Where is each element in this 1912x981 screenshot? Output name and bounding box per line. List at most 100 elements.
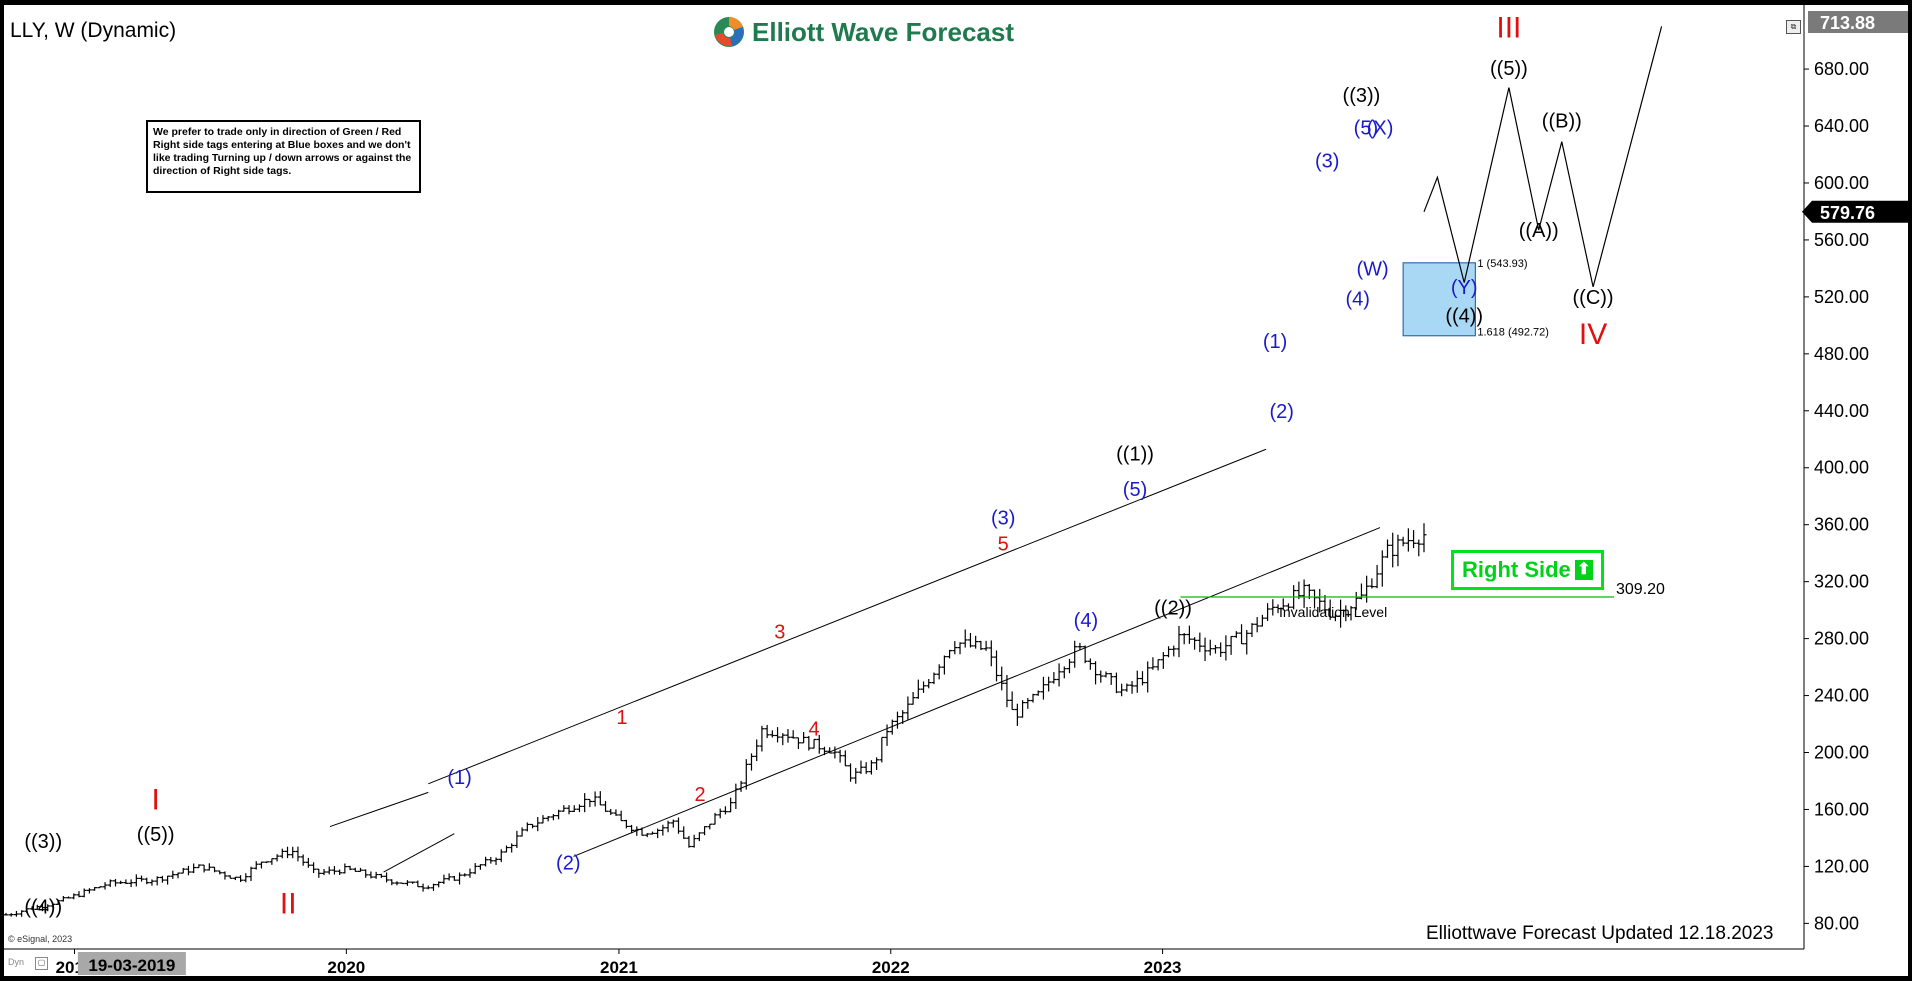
ohlc-bar <box>1197 632 1203 653</box>
y-tick-label: 360.00 <box>1814 515 1869 535</box>
ohlc-bar <box>300 854 306 866</box>
wave-label: ((5)) <box>1490 58 1528 80</box>
ohlc-bar <box>670 819 676 828</box>
ohlc-bar <box>472 863 478 875</box>
ohlc-bar <box>488 856 494 864</box>
ohlc-bar <box>493 857 499 865</box>
ohlc-bar <box>1353 591 1359 611</box>
ohlc-bar <box>524 822 530 832</box>
ohlc-bar <box>441 874 447 885</box>
ohlc-bar <box>76 891 82 898</box>
current-price-marker <box>1802 200 1908 223</box>
ohlc-bar <box>999 666 1005 691</box>
ohlc-bar <box>717 808 723 819</box>
ohlc-bar <box>274 854 280 862</box>
ohlc-bar <box>1093 661 1099 685</box>
ohlc-bar <box>1061 666 1067 679</box>
ohlc-bar <box>795 737 801 750</box>
ohlc-bar <box>1072 640 1078 668</box>
chart-frame: 1 (543.93) 1.618 (492.72) 309.20 Invalidati… <box>4 5 1908 976</box>
ohlc-bar <box>1285 603 1291 611</box>
ohlc-bar <box>1416 539 1422 557</box>
ohlc-bar <box>1301 579 1307 608</box>
x-tick-label: 2020 <box>327 958 365 976</box>
ohlc-bar <box>1113 672 1119 694</box>
top-price-label: 713.88 <box>1820 13 1875 33</box>
ohlc-bar <box>1155 659 1161 671</box>
ohlc-bar <box>894 711 900 729</box>
ohlc-bar <box>853 767 859 784</box>
ohlc-bar <box>13 910 19 917</box>
ohlc-bar <box>175 872 181 879</box>
ohlc-bar <box>676 817 682 834</box>
ohlc-bar <box>430 883 436 891</box>
ohlc-bar <box>180 867 186 874</box>
ohlc-bar <box>264 861 270 864</box>
ohlc-bar <box>868 760 874 775</box>
ohlc-bar <box>92 887 98 891</box>
y-tick-label: 320.00 <box>1814 572 1869 592</box>
ohlc-bar <box>649 831 655 835</box>
ohlc-bar <box>185 865 191 876</box>
ohlc-bar <box>973 635 979 649</box>
ohlc-bar <box>1098 670 1104 683</box>
blue-box-top-label: 1 (543.93) <box>1477 258 1527 270</box>
y-tick-label: 400.00 <box>1814 458 1869 478</box>
ohlc-bar <box>86 888 92 894</box>
ohlc-bar <box>467 868 473 878</box>
ohlc-bar <box>404 880 410 886</box>
popout-icon[interactable]: ⧉ <box>1786 20 1801 34</box>
ohlc-bar <box>748 753 754 771</box>
ohlc-bar <box>311 862 317 874</box>
ohlc-bar <box>352 867 358 872</box>
up-arrow-icon: ⬆ <box>1574 560 1593 580</box>
ohlc-bar <box>707 823 713 830</box>
ohlc-bar <box>326 866 332 875</box>
ohlc-bar <box>571 805 577 813</box>
axis-layer <box>4 5 1805 950</box>
ticker-title: LLY, W (Dynamic) <box>10 19 177 42</box>
ohlc-bar <box>623 819 629 829</box>
ohlc-bar <box>1212 644 1218 654</box>
ohlc-bar <box>107 879 113 887</box>
ohlc-bar <box>733 783 739 809</box>
ohlc-bar <box>1134 670 1140 693</box>
invalidation-text: Invalidation Level <box>1279 604 1387 620</box>
dyn-toggle[interactable]: ▢ <box>35 957 48 970</box>
ohlc-bar <box>1249 623 1255 637</box>
ohlc-bar <box>801 732 807 744</box>
ohlc-bar <box>55 899 61 905</box>
ohlc-bar <box>790 730 796 739</box>
ohlc-bar <box>759 725 765 752</box>
ohlc-bar <box>848 763 854 782</box>
ohlc-bar <box>1025 697 1031 709</box>
ohlc-bar <box>1035 690 1041 696</box>
ohlc-bar <box>566 805 572 815</box>
ohlc-bar <box>316 868 322 878</box>
ohlc-bar <box>842 750 848 767</box>
ohlc-bar <box>8 913 14 917</box>
ohlc-bar <box>425 885 431 890</box>
ohlc-bar <box>863 762 869 774</box>
wave-label: ((C)) <box>1573 287 1614 309</box>
ohlc-bar <box>446 873 452 881</box>
ohlc-bar <box>1108 672 1114 685</box>
price-chart[interactable]: 1 (543.93) 1.618 (492.72) 309.20 Invalidati… <box>4 5 1908 976</box>
projection-path: 1 (543.93) 1.618 (492.72) 309.20 Invalidati… <box>1180 26 1665 620</box>
wave-label: ((5)) <box>137 824 175 846</box>
ohlc-bar <box>1233 631 1239 638</box>
y-tick-label: 80.00 <box>1814 913 1859 933</box>
ohlc-bar <box>1139 671 1145 686</box>
ohlc-bar <box>144 877 150 885</box>
ohlc-bar <box>722 806 728 815</box>
ohlc-bar <box>1265 603 1271 621</box>
ohlc-bar <box>243 873 249 883</box>
ohlc-bar <box>681 826 687 839</box>
ohlc-bar <box>154 876 160 886</box>
wave-label: ((4)) <box>24 896 62 918</box>
ohlc-bar <box>477 864 483 870</box>
wave-label: I <box>152 783 160 816</box>
ohlc-bar <box>962 629 968 648</box>
ohlc-bar <box>660 824 666 836</box>
ohlc-bar <box>232 876 238 881</box>
